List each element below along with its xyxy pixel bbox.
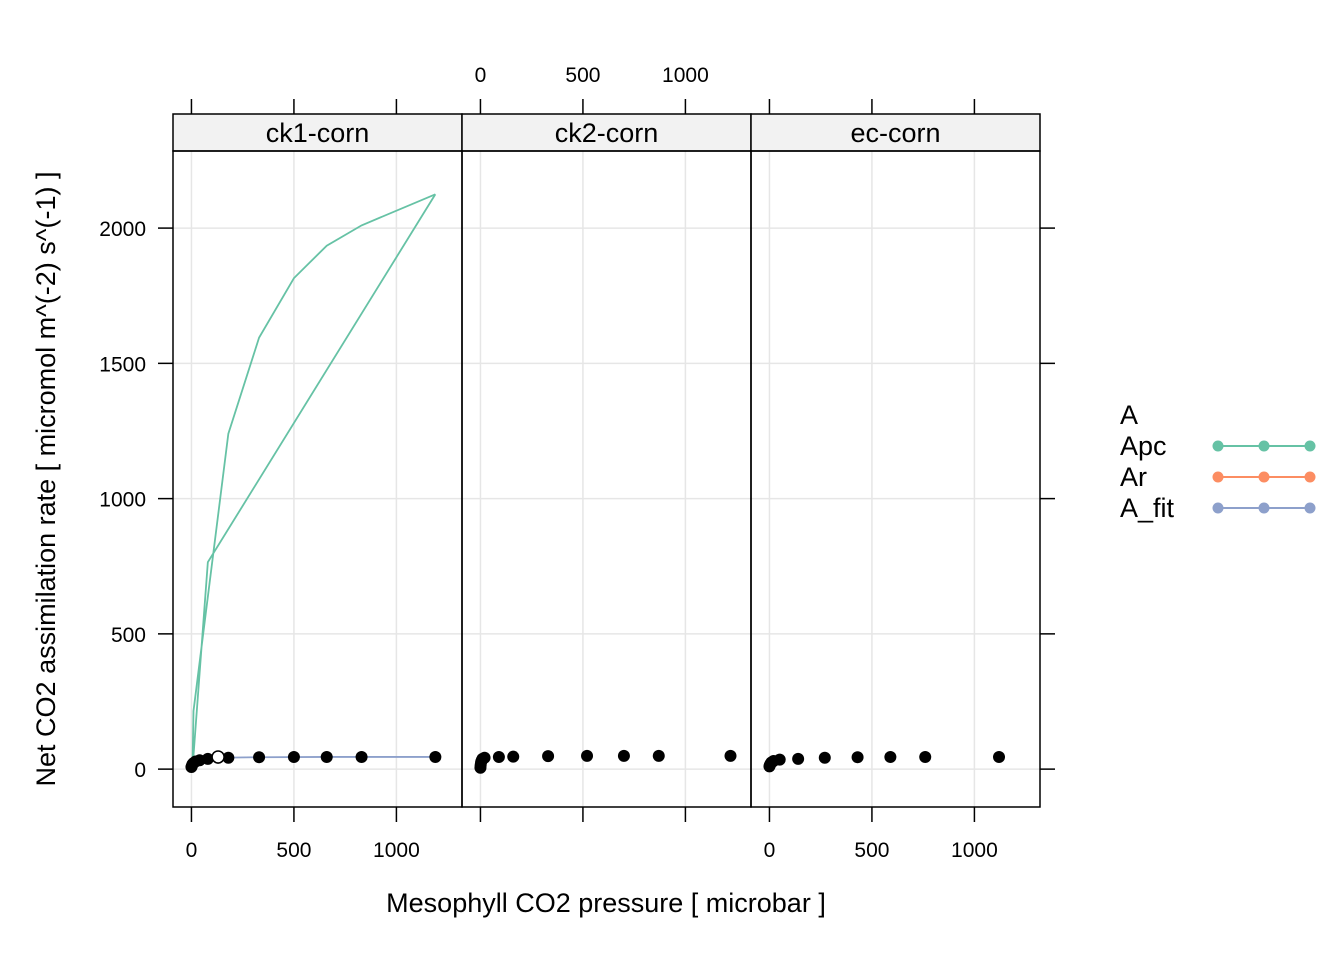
x-tick-label: 500 (565, 64, 600, 87)
data-series (185, 193, 1006, 774)
panel-strip-label: ck1-corn (266, 118, 370, 148)
a-point (818, 751, 831, 764)
a-point (617, 749, 630, 762)
a-point (773, 753, 786, 766)
a-point (884, 750, 897, 763)
a-point (478, 751, 491, 764)
panel-frame (750, 150, 1041, 808)
legend-point (1212, 471, 1224, 483)
panel-frame (461, 150, 752, 808)
x-tick-label: 1000 (951, 839, 998, 862)
x-axis-title: Mesophyll CO2 pressure [ microbar ] (386, 888, 826, 918)
y-tick-label: 0 (134, 759, 146, 782)
legend-point (1258, 471, 1270, 483)
x-tick-label: 1000 (373, 839, 420, 862)
a-point (792, 752, 805, 765)
x-tick-label: 0 (764, 839, 776, 862)
a-point (993, 750, 1006, 763)
a-point (542, 750, 555, 763)
y-tick-label: 1000 (99, 489, 146, 512)
panel-strip-label: ck2-corn (555, 118, 659, 148)
legend-point (1212, 440, 1224, 452)
y-tick-label: 2000 (99, 218, 146, 241)
y-tick-label: 1500 (99, 353, 146, 376)
panel-strip-label: ec-corn (850, 118, 940, 148)
legend-label: Apc (1120, 431, 1167, 461)
a-point (287, 750, 300, 763)
a-open-point (211, 750, 225, 764)
a-point (222, 751, 235, 764)
x-tick-label: 500 (854, 839, 889, 862)
panel-strip (461, 113, 752, 152)
a-point (652, 749, 665, 762)
a-point (919, 750, 932, 763)
a-point (507, 750, 520, 763)
axis-ticks: 0 500 1000 0 500 1000 0 500 1000 0 500 1000 1500 2000 (99, 64, 1055, 862)
grid-lines (173, 151, 1040, 807)
x-tick-label: 0 (186, 839, 198, 862)
a-point (851, 751, 864, 764)
legend-point (1258, 502, 1270, 514)
a-point (429, 750, 442, 763)
a-point (355, 750, 368, 763)
a-point (581, 749, 594, 762)
legend-point (1258, 440, 1270, 452)
panel-frame (172, 150, 463, 808)
panel-strips: ck1-corn ck2-corn ec-corn (172, 113, 1041, 152)
legend-label: Ar (1120, 462, 1147, 492)
legend-label: A (1120, 400, 1138, 430)
legend-label: A_fit (1120, 493, 1175, 523)
legend-point (1304, 471, 1316, 483)
legend-point (1304, 440, 1316, 452)
x-tick-label: 1000 (662, 64, 709, 87)
legend-point (1304, 502, 1316, 514)
x-tick-label: 500 (276, 839, 311, 862)
panel-strip (172, 113, 463, 152)
a-point (724, 749, 737, 762)
legend-point (1212, 502, 1224, 514)
panel-frames (172, 150, 1041, 808)
y-tick-label: 500 (111, 624, 146, 647)
a-point (492, 750, 505, 763)
a-point (201, 752, 214, 765)
a-point (253, 751, 266, 764)
x-tick-label: 0 (475, 64, 487, 87)
a-point (320, 750, 333, 763)
panel-strip (750, 113, 1041, 152)
apc-line (191, 193, 437, 770)
y-axis-title: Net CO2 assimilation rate [ micromol m^(… (31, 172, 61, 787)
